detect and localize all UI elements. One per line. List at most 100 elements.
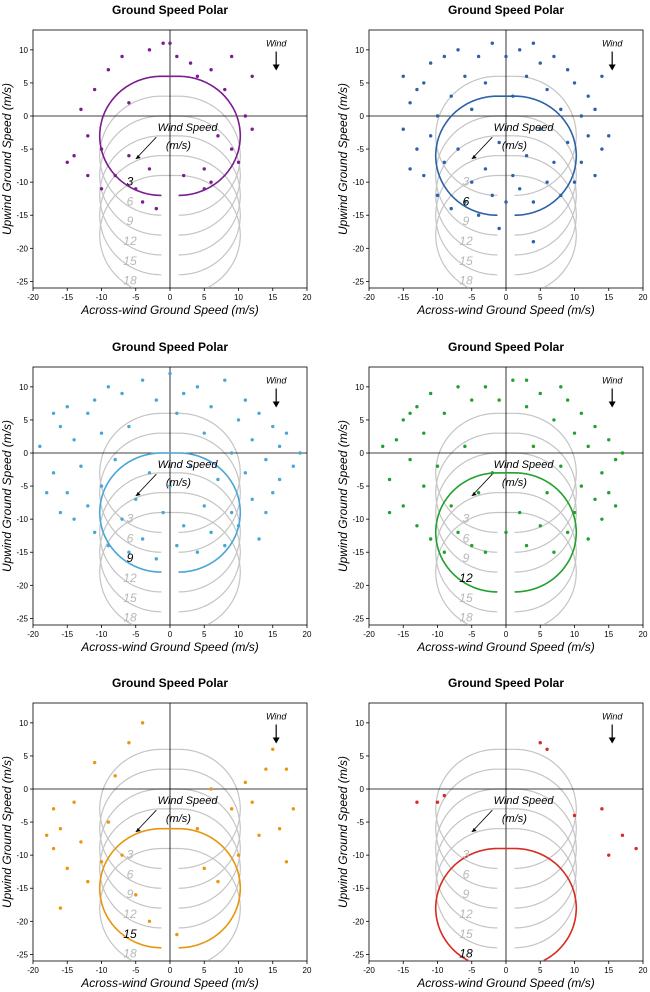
data-point <box>600 517 604 521</box>
x-tick-label: -10 <box>432 966 444 975</box>
x-tick-label: -20 <box>363 966 375 975</box>
wind-speed-label-3: 3 <box>127 511 134 525</box>
wind-speed-label-18: 18 <box>123 947 137 961</box>
data-point <box>154 206 158 211</box>
data-point <box>476 490 481 495</box>
data-point <box>257 411 261 416</box>
annotation-line-2: (m/s) <box>166 140 191 152</box>
x-tick-label: 0 <box>168 966 173 975</box>
wind-speed-labels: 3 6 9 12 15 18 <box>459 511 473 624</box>
data-point <box>250 800 254 804</box>
reference-polar-15 <box>435 492 577 613</box>
data-point <box>422 431 426 435</box>
data-point <box>175 932 179 937</box>
y-tick-label: 5 <box>24 752 29 761</box>
wind-speed-label-9: 9 <box>463 214 470 228</box>
data-point <box>572 180 577 184</box>
data-point <box>408 167 412 171</box>
x-tick-label: 15 <box>604 630 613 639</box>
data-point <box>504 54 508 59</box>
annotation-line-1: Wind Speed <box>158 459 219 471</box>
data-point <box>565 398 570 402</box>
data-point <box>490 41 494 45</box>
data-point <box>483 385 488 389</box>
wind-speed-label-9: 9 <box>127 551 134 565</box>
data-point <box>79 840 83 844</box>
data-point <box>264 767 268 771</box>
y-tick-label: -10 <box>352 515 364 524</box>
wind-speed-label-12: 12 <box>459 571 473 585</box>
data-point <box>168 484 172 488</box>
data-point <box>538 740 542 745</box>
wind-speed-label-3: 3 <box>127 847 134 861</box>
data-point <box>476 213 481 217</box>
annotation-arrow-line <box>471 473 493 497</box>
data-point <box>58 424 63 429</box>
data-point <box>291 464 295 468</box>
x-tick-label: 5 <box>202 966 207 975</box>
y-tick-label: 5 <box>360 752 365 761</box>
data-point <box>497 226 501 231</box>
data-point <box>524 543 529 548</box>
x-axis-label: Across-wind Ground Speed (m/s) <box>416 976 594 990</box>
x-tick-label: -20 <box>363 293 375 302</box>
data-point <box>195 550 200 554</box>
wind-speed-label-12: 12 <box>123 571 137 585</box>
data-point <box>415 524 419 528</box>
data-points <box>65 41 254 211</box>
x-axis-ticks: -20 -15 -10 -5 0 5 10 15 20 <box>27 625 312 639</box>
annotation-line-1: Wind Speed <box>158 795 219 807</box>
reference-polar-18 <box>99 174 241 289</box>
x-tick-label: 10 <box>234 966 243 975</box>
data-point <box>463 444 467 449</box>
data-point <box>92 87 97 92</box>
wind-speed-label-15: 15 <box>123 254 137 268</box>
data-point <box>182 524 186 528</box>
data-point <box>229 510 234 515</box>
y-tick-label: -5 <box>21 145 29 154</box>
x-axis-ticks: -20 -15 -10 -5 0 5 10 15 20 <box>27 288 312 302</box>
data-point <box>147 919 152 924</box>
data-point <box>113 774 117 778</box>
x-tick-label: 20 <box>303 293 312 302</box>
annotation-arrowhead <box>471 492 477 496</box>
data-points <box>401 41 611 244</box>
data-point <box>99 147 104 151</box>
data-point <box>415 404 419 409</box>
data-point <box>524 153 529 158</box>
wind-speed-label-15: 15 <box>459 591 473 605</box>
data-point <box>291 807 295 811</box>
data-point <box>202 187 206 191</box>
y-axis-ticks: 10 5 0 -5 -10 -15 -20 -25 <box>352 719 369 959</box>
data-point <box>435 800 440 804</box>
x-tick-label: 15 <box>268 966 277 975</box>
wind-speed-labels: 3 6 9 12 15 18 <box>459 174 473 287</box>
data-point <box>229 807 234 811</box>
wind-label: Wind <box>602 712 623 722</box>
data-points <box>381 378 625 554</box>
data-point <box>401 504 405 508</box>
y-axis-ticks: 10 5 0 -5 -10 -15 -20 -25 <box>16 719 33 959</box>
x-axis-label: Across-wind Ground Speed (m/s) <box>80 976 258 990</box>
data-point <box>277 826 282 831</box>
data-point <box>552 54 556 59</box>
data-point <box>51 471 56 475</box>
data-point <box>72 800 76 804</box>
data-point <box>442 54 447 59</box>
data-point <box>65 490 69 495</box>
annotation-arrow-line <box>135 809 157 833</box>
data-point <box>92 530 97 535</box>
y-tick-label: 10 <box>19 719 28 728</box>
annotation-arrowhead <box>135 155 141 159</box>
data-point <box>202 504 206 508</box>
data-point <box>442 550 447 554</box>
data-point <box>593 107 597 112</box>
y-tick-label: -15 <box>352 211 364 220</box>
data-point <box>45 833 49 838</box>
data-point <box>620 833 625 838</box>
data-point <box>216 134 220 138</box>
data-point <box>86 879 90 884</box>
x-tick-label: 5 <box>202 630 207 639</box>
annotation-line-1: Wind Speed <box>494 122 555 134</box>
data-points <box>38 371 302 561</box>
